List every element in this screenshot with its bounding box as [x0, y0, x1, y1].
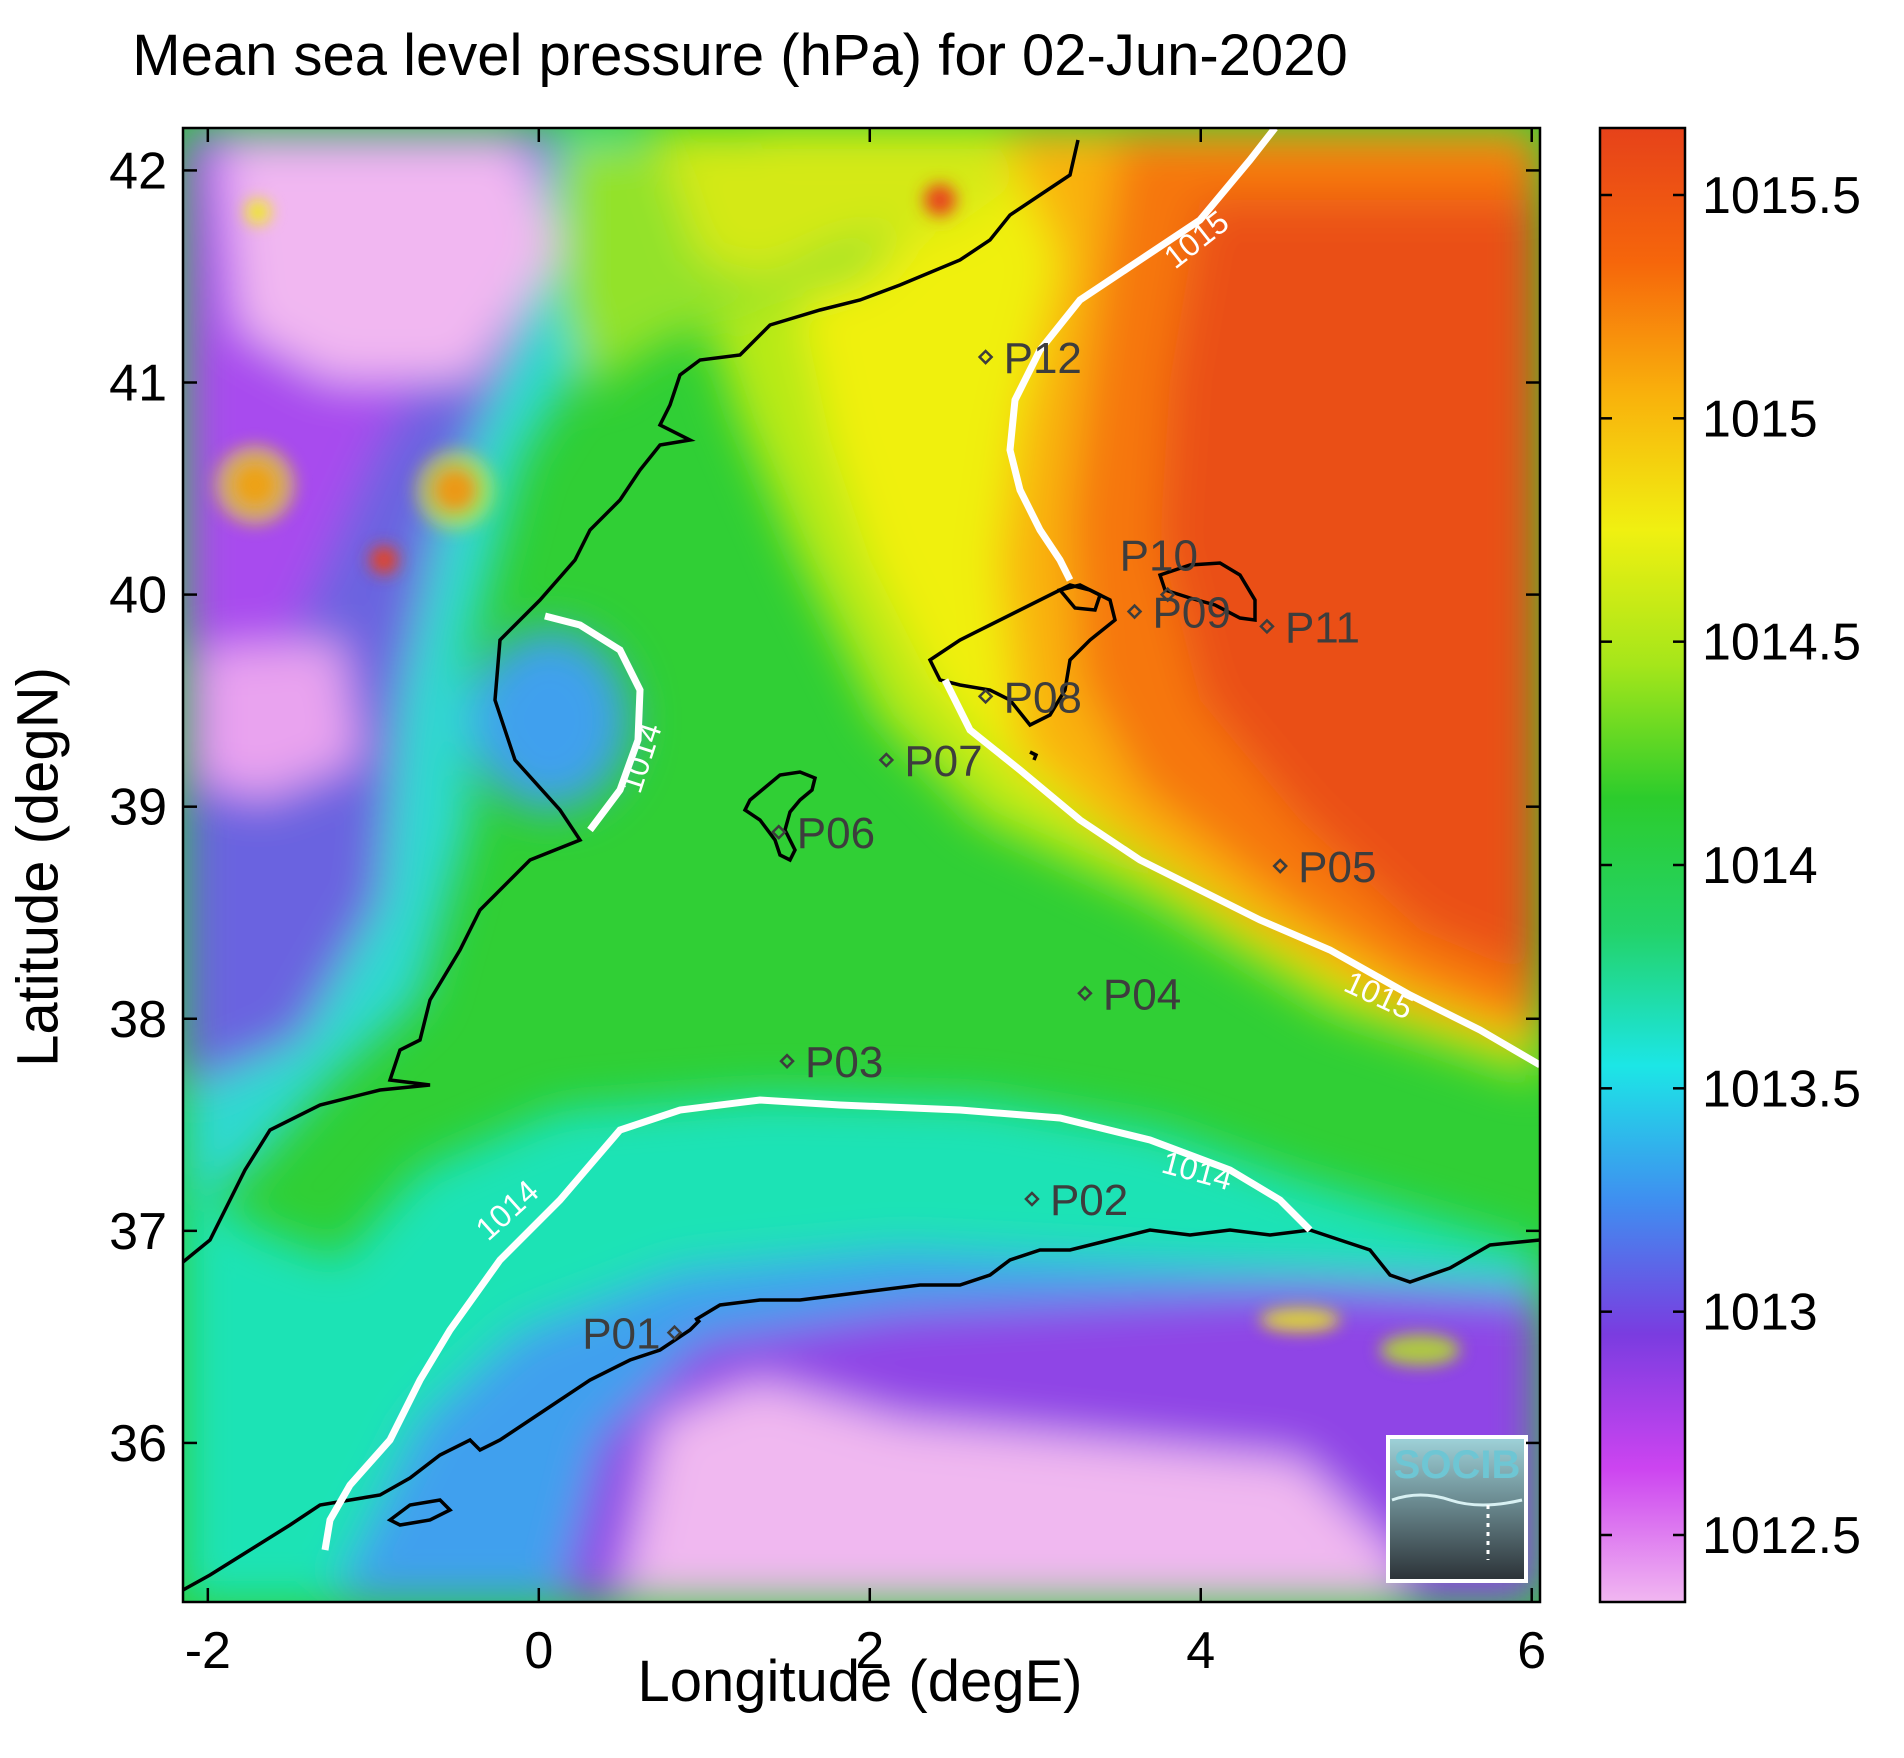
station-label: P12 [1004, 334, 1082, 383]
x-axis-label: Longitude (degE) [637, 1649, 1083, 1714]
y-tick-label: 39 [109, 779, 167, 837]
x-axis-ticks: -2 0 2 4 6 [185, 128, 1546, 1680]
station-label: P04 [1103, 970, 1181, 1019]
map-frame [181, 126, 1542, 1604]
station-label: P07 [904, 737, 982, 786]
y-tick-label: 37 [109, 1203, 167, 1261]
station-marker [779, 1053, 795, 1069]
x-tick-label: 6 [1517, 1622, 1546, 1680]
x-tick-label: 2 [855, 1622, 884, 1680]
station-markers: P01 P02 P03 P04 P05 P06 P07 P08 P09 P10 P11 P12 [582, 334, 1376, 1359]
map-title: Mean sea level pressure (hPa) for 02-Jun… [132, 23, 1348, 88]
logo-text: SOCIB [1394, 1443, 1521, 1487]
station-label: P01 [582, 1310, 660, 1359]
x-tick-label: 0 [524, 1622, 553, 1680]
y-tick-label: 36 [109, 1415, 167, 1473]
station-marker [977, 688, 994, 705]
station-marker [977, 349, 994, 365]
colorbar-tick-label: 1015.5 [1702, 167, 1861, 225]
station-marker [1077, 985, 1093, 1002]
station-label: P06 [797, 809, 875, 858]
station-label: P05 [1298, 843, 1376, 892]
station-marker [666, 1324, 683, 1341]
y-tick-label: 42 [109, 142, 167, 200]
socib-logo: SOCIB [1386, 1435, 1528, 1583]
x-tick-label: -2 [185, 1622, 231, 1680]
station-label: P09 [1153, 589, 1231, 638]
colorbar-tick-label: 1013 [1702, 1284, 1818, 1342]
x-tick-label: 4 [1186, 1622, 1215, 1680]
station-marker [878, 752, 895, 768]
station-label: P10 [1120, 532, 1198, 581]
coastline [183, 139, 1540, 1592]
station-marker [1126, 603, 1143, 620]
y-tick-label: 38 [109, 991, 167, 1049]
colorbar-tick-label: 1015 [1702, 390, 1818, 448]
y-axis-ticks: 36 37 38 39 40 41 42 [109, 142, 1540, 1473]
colorbar-ticks: 1012.5 1013 1013.5 1014 1014.5 1015 1015.5 [1600, 167, 1861, 1565]
station-label: P08 [1004, 673, 1082, 722]
y-tick-label: 41 [109, 355, 167, 413]
colorbar-tick-label: 1013.5 [1702, 1060, 1861, 1118]
pressure-field: 1015 1015 1014 1014 1014 P01P02P03P04P05… [183, 128, 1540, 1602]
station-marker [1272, 858, 1288, 874]
station-marker [1024, 1191, 1040, 1207]
station-marker [1159, 586, 1176, 603]
y-tick-label: 40 [109, 567, 167, 625]
colorbar [1600, 128, 1685, 1602]
station-label: P11 [1285, 603, 1360, 652]
colorbar-tick-label: 1014 [1702, 837, 1818, 895]
station-label: P03 [805, 1038, 883, 1087]
colorbar-tick-label: 1012.5 [1702, 1507, 1861, 1565]
station-marker [770, 824, 787, 840]
station-label: P02 [1050, 1176, 1128, 1225]
isobars [321, 128, 1540, 1551]
colorbar-tick-label: 1014.5 [1702, 614, 1861, 672]
station-marker [1259, 618, 1275, 635]
